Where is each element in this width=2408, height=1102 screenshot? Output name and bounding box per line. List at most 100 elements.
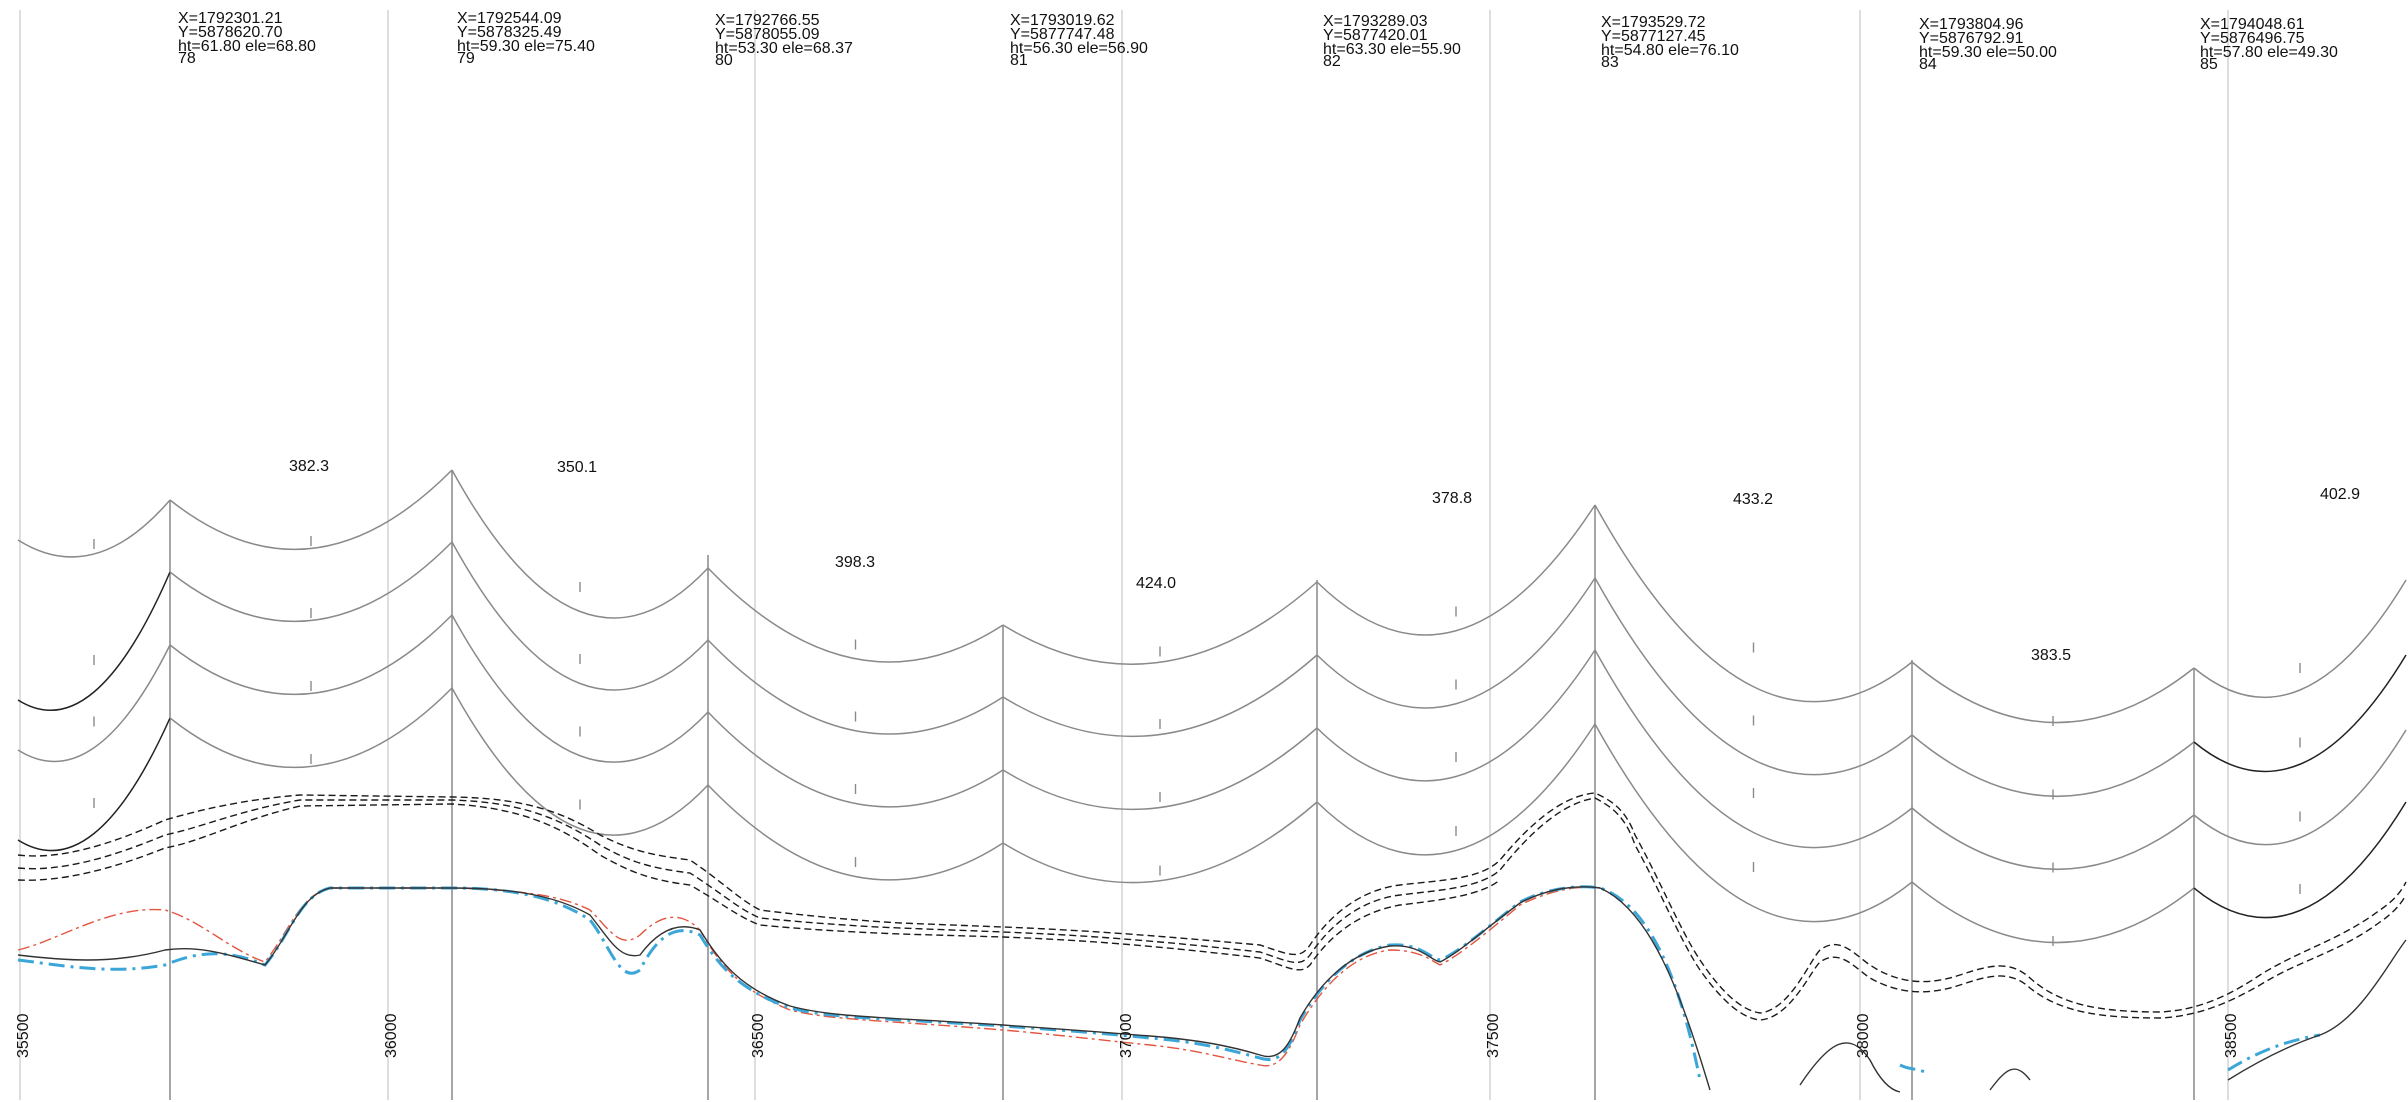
chainage-label-36000: 36000 bbox=[383, 1013, 400, 1058]
tower-83-x: X=1793529.72 bbox=[1601, 14, 1706, 31]
conductor-level-4-span-5 bbox=[1002, 801, 1318, 884]
conductor-level-2-span-2 bbox=[169, 541, 453, 623]
ground-profile-red bbox=[17, 886, 1601, 1067]
tower-80-ht-ele: ht=53.30 ele=68.37 bbox=[715, 40, 853, 57]
chainage-label-38000: 38000 bbox=[1855, 1013, 1872, 1058]
tower-79-ht-ele: ht=59.30 ele=75.40 bbox=[457, 38, 595, 55]
tower-78-x: X=1792301.21 bbox=[178, 10, 283, 27]
span-label-8: 402.9 bbox=[2320, 486, 2360, 503]
tower-85-x: X=1794048.61 bbox=[2200, 16, 2305, 33]
clearance-lines bbox=[17, 792, 2407, 1021]
ground-profile-blue bbox=[17, 885, 2321, 1081]
ground-profiles bbox=[17, 885, 2407, 1093]
tower-78-number: 78 bbox=[178, 50, 196, 67]
tower-81-number: 81 bbox=[1010, 52, 1028, 69]
conductor-level-3-span-5 bbox=[1002, 727, 1318, 811]
conductor-level-4-span-6 bbox=[1316, 723, 1596, 856]
span-label-3: 398.3 bbox=[835, 554, 875, 571]
tower-85-number: 85 bbox=[2200, 56, 2218, 73]
conductor-level-2-span-4 bbox=[707, 639, 1004, 735]
tower-78-y: Y=5878620.70 bbox=[178, 24, 283, 41]
conductor-level-3-span-1 bbox=[17, 644, 171, 763]
conductor-level-2-span-7 bbox=[1594, 577, 1913, 776]
tower-85-ht-ele: ht=57.80 ele=49.30 bbox=[2200, 44, 2338, 61]
tower-81-x: X=1793019.62 bbox=[1010, 12, 1115, 29]
conductor-level-1-span-8 bbox=[1911, 661, 2195, 724]
conductor-level-2-span-6 bbox=[1316, 577, 1596, 709]
tower-annotation-81: X=1793019.62 Y=5877747.48 ht=56.30 ele=5… bbox=[1010, 12, 1148, 69]
tower-82-y: Y=5877420.01 bbox=[1323, 27, 1428, 44]
conductor-level-4-span-4 bbox=[707, 784, 1004, 881]
conductor-level-4-span-8 bbox=[1911, 881, 2195, 944]
tower-83-ht-ele: ht=54.80 ele=76.10 bbox=[1601, 42, 1739, 59]
conductor-level-4-span-7 bbox=[1594, 723, 1913, 923]
conductor-level-2-span-9 bbox=[2193, 654, 2407, 773]
conductor-level-4-span-9 bbox=[2193, 801, 2407, 919]
tower-80-x: X=1792766.55 bbox=[715, 12, 820, 29]
tower-annotations: X=1792301.21 Y=5878620.70 ht=61.80 ele=6… bbox=[178, 10, 2338, 73]
tower-82-x: X=1793289.03 bbox=[1323, 13, 1428, 30]
tower-annotation-80: X=1792766.55 Y=5878055.09 ht=53.30 ele=6… bbox=[715, 12, 853, 69]
conductor-level-4-span-2 bbox=[169, 687, 453, 769]
clearance-line-c bbox=[17, 803, 1501, 971]
conductor-catenaries bbox=[17, 469, 2407, 946]
tower-84-x: X=1793804.96 bbox=[1919, 16, 2024, 33]
tower-80-number: 80 bbox=[715, 52, 733, 69]
conductor-level-1-span-5 bbox=[1002, 581, 1318, 665]
chainage-label-35500: 35500 bbox=[15, 1013, 32, 1058]
conductor-level-1-span-3 bbox=[451, 469, 709, 619]
conductor-level-3-span-2 bbox=[169, 614, 453, 696]
tower-82-ht-ele: ht=63.30 ele=55.90 bbox=[1323, 41, 1461, 58]
conductor-level-2-span-8 bbox=[1911, 734, 2195, 798]
chainage-labels: 35500 36000 36500 37000 37500 38000 3850… bbox=[15, 1013, 2240, 1058]
conductor-level-1-span-4 bbox=[707, 567, 1004, 663]
chainage-gridlines bbox=[19, 10, 2229, 1100]
tower-annotation-78: X=1792301.21 Y=5878620.70 ht=61.80 ele=6… bbox=[178, 10, 316, 67]
chainage-label-37500: 37500 bbox=[1485, 1013, 1502, 1058]
conductor-level-1-span-2 bbox=[169, 469, 453, 551]
chainage-label-36500: 36500 bbox=[750, 1013, 767, 1058]
tower-structures bbox=[169, 470, 2195, 1100]
tower-85-y: Y=5876496.75 bbox=[2200, 30, 2305, 47]
tower-79-y: Y=5878325.49 bbox=[457, 24, 562, 41]
conductor-level-3-span-3 bbox=[451, 614, 709, 763]
tower-annotation-79: X=1792544.09 Y=5878325.49 ht=59.30 ele=7… bbox=[457, 10, 595, 67]
conductor-level-2-span-1 bbox=[17, 571, 171, 711]
tower-annotation-83: X=1793529.72 Y=5877127.45 ht=54.80 ele=7… bbox=[1601, 14, 1739, 71]
span-label-2: 350.1 bbox=[557, 459, 597, 476]
tower-78-ht-ele: ht=61.80 ele=68.80 bbox=[178, 38, 316, 55]
ground-profile-black bbox=[17, 886, 2407, 1093]
chainage-label-38500: 38500 bbox=[2223, 1013, 2240, 1058]
span-label-5: 378.8 bbox=[1432, 490, 1472, 507]
clearance-line-b bbox=[17, 797, 2407, 1021]
span-label-7: 383.5 bbox=[2031, 647, 2071, 664]
conductor-level-2-span-5 bbox=[1002, 654, 1318, 738]
conductor-level-1-span-1 bbox=[17, 499, 171, 558]
span-labels: 382.3 350.1 398.3 424.0 378.8 433.2 383.… bbox=[289, 458, 2360, 664]
span-label-6: 433.2 bbox=[1733, 491, 1773, 508]
conductor-level-2-span-3 bbox=[451, 541, 709, 691]
tower-81-ht-ele: ht=56.30 ele=56.90 bbox=[1010, 40, 1148, 57]
tower-81-y: Y=5877747.48 bbox=[1010, 26, 1115, 43]
conductor-level-1-span-6 bbox=[1316, 504, 1596, 636]
clearance-line-a bbox=[17, 792, 2407, 1014]
span-label-4: 424.0 bbox=[1136, 575, 1176, 592]
tower-79-x: X=1792544.09 bbox=[457, 10, 562, 27]
tower-annotation-85: X=1794048.61 Y=5876496.75 ht=57.80 ele=4… bbox=[2200, 16, 2338, 73]
tower-83-y: Y=5877127.45 bbox=[1601, 28, 1706, 45]
tower-79-number: 79 bbox=[457, 50, 475, 67]
conductor-level-3-span-8 bbox=[1911, 807, 2195, 871]
tower-annotation-84: X=1793804.96 Y=5876792.91 ht=59.30 ele=5… bbox=[1919, 16, 2057, 73]
chainage-label-37000: 37000 bbox=[1118, 1013, 1135, 1058]
span-label-1: 382.3 bbox=[289, 458, 329, 475]
tower-80-y: Y=5878055.09 bbox=[715, 26, 820, 43]
conductor-level-1-span-7 bbox=[1594, 504, 1913, 703]
tower-84-number: 84 bbox=[1919, 56, 1937, 73]
tower-83-number: 83 bbox=[1601, 54, 1619, 71]
conductor-level-4-span-3 bbox=[451, 687, 709, 836]
conductor-level-3-span-7 bbox=[1594, 649, 1913, 849]
tower-84-y: Y=5876792.91 bbox=[1919, 30, 2024, 47]
tower-84-ht-ele: ht=59.30 ele=50.00 bbox=[1919, 44, 2057, 61]
conductor-level-3-span-4 bbox=[707, 711, 1004, 808]
